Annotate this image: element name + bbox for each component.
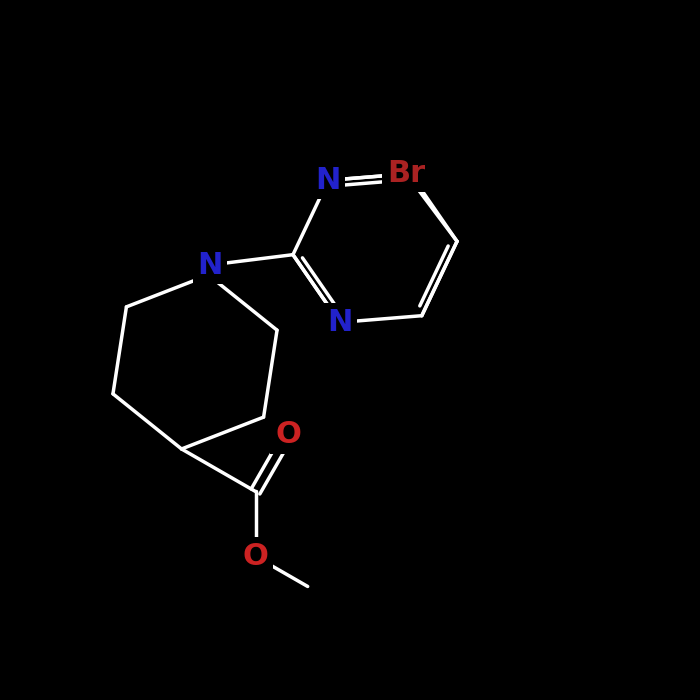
Text: N: N: [327, 308, 353, 337]
Text: O: O: [275, 421, 301, 449]
Text: N: N: [316, 166, 341, 195]
Text: O: O: [243, 542, 268, 571]
Text: Br: Br: [387, 159, 425, 188]
Text: N: N: [197, 251, 223, 279]
